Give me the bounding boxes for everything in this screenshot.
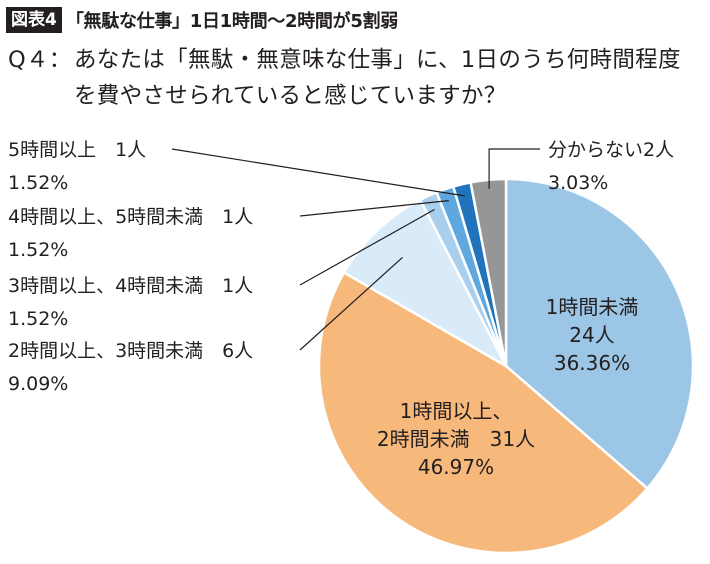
figure-header: 図表4 「無駄な仕事」1日1時間〜2時間が5割弱 bbox=[6, 5, 398, 35]
slice-label-2: 1時間以上、 2時間未満 31人 46.97% bbox=[377, 399, 535, 479]
figure-title: 「無駄な仕事」1日1時間〜2時間が5割弱 bbox=[65, 11, 398, 32]
slice-label-6: 5時間以上 1人 1.52% bbox=[8, 139, 146, 194]
pie-slices bbox=[317, 177, 695, 555]
slice-label-1: 1時間未満 24人 36.36% bbox=[546, 295, 639, 375]
slice-label-4: 3時間以上、4時間未満 1人 1.52% bbox=[8, 275, 253, 330]
leader-line-5 bbox=[299, 200, 449, 217]
pie-slice-1 bbox=[504, 177, 695, 491]
leader-line-4 bbox=[299, 208, 435, 286]
pie-slice-3 bbox=[342, 198, 510, 370]
slice-label-7: 分からない2人 3.03% bbox=[548, 139, 674, 194]
leader-lines bbox=[171, 148, 540, 351]
leader-line-7 bbox=[488, 148, 540, 189]
question-label: Q４： bbox=[8, 47, 72, 73]
leader-line-6 bbox=[171, 148, 465, 197]
pie-slice-2 bbox=[317, 270, 650, 555]
pie-slice-7 bbox=[469, 177, 508, 367]
question: Q４： あなたは「無駄・無意味な仕事」に、1日のうち何時間程度を費やさせられてい… bbox=[8, 42, 698, 114]
slice-label-3: 2時間以上、3時間未満 6人 9.09% bbox=[8, 340, 253, 395]
leader-line-3 bbox=[299, 256, 403, 351]
question-text: あなたは「無駄・無意味な仕事」に、1日のうち何時間程度を費やさせられていると感じ… bbox=[74, 47, 681, 109]
figure-number-badge: 図表4 bbox=[6, 7, 62, 33]
slice-labels: 1時間未満 24人 36.36%1時間以上、 2時間未満 31人 46.97% 5時間以上… bbox=[8, 139, 674, 479]
slice-label-5: 4時間以上、5時間未満 1人 1.52% bbox=[8, 206, 253, 261]
